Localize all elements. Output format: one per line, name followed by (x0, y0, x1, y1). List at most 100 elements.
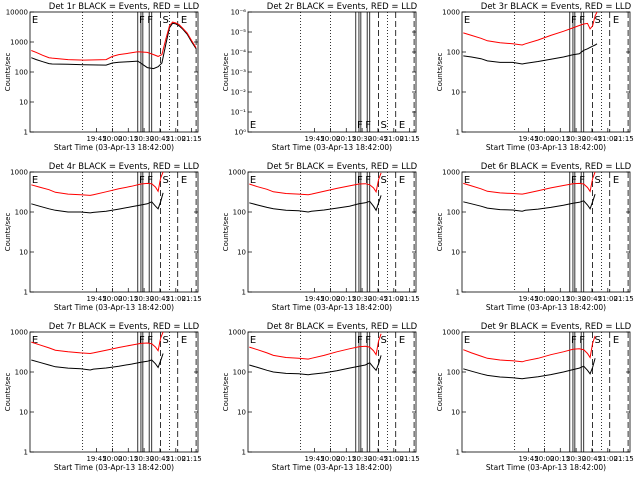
x-tick-label: 21:00 (166, 455, 186, 463)
x-tick-label: 21:00 (384, 135, 404, 143)
x-tick-label: 21:15 (614, 295, 634, 303)
x-tick-label: 20:30 (352, 455, 372, 463)
panel-det-3: Det 3r BLACK = Events, RED = LLD 1 10 100 10… (436, 2, 634, 152)
x-tick-label: 20:15 (550, 295, 570, 303)
y-tick-label: 10 (237, 409, 246, 417)
x-tick-label: 20:30 (134, 295, 154, 303)
y-tick-label: 100 (233, 369, 246, 377)
x-axis-label: Start Time (03-Apr-13 18:42:00) (486, 463, 606, 472)
plot-frame (247, 11, 417, 133)
y-tick-label: 10 (19, 249, 28, 257)
event-marker-F: F (139, 175, 145, 186)
y-axis-label: Counts/sec (222, 373, 230, 412)
y-tick-label: 1000 (442, 169, 460, 177)
x-tick-label: 20:00 (534, 455, 554, 463)
plot-frame (247, 331, 417, 453)
y-tick-label: 100 (233, 209, 246, 217)
event-marker-S: S (162, 15, 168, 26)
x-axis-label: Start Time (03-Apr-13 18:42:00) (54, 463, 174, 472)
series-line-events (31, 192, 164, 214)
x-tick-label: 21:15 (614, 135, 634, 143)
y-tick-label: 100 (15, 369, 28, 377)
event-marker-E: E (181, 15, 187, 26)
y-tick-label: 100 (15, 69, 28, 77)
series-line-events (31, 22, 197, 70)
x-tick-label: 19:45 (518, 135, 538, 143)
x-axis-label: Start Time (03-Apr-13 18:42:00) (272, 303, 392, 312)
panel-title: Det 2r BLACK = Events, RED = LLD (267, 2, 418, 12)
event-marker-F: F (357, 120, 363, 131)
x-tick-label: 21:15 (400, 295, 420, 303)
y-tick-label: 1000 (228, 169, 246, 177)
panel-det-1: Det 1r BLACK = Events, RED = LLD 1 10 100 10… (4, 2, 202, 152)
x-tick-label: 20:45 (582, 295, 602, 303)
panel-det-2: Det 2r BLACK = Events, RED = LLD 10⁰ 10⁻¹ 1… (222, 2, 420, 152)
y-tick-label: 10 (237, 249, 246, 257)
event-marker-S: S (380, 175, 386, 186)
y-tick-label: 100 (447, 369, 460, 377)
panel-title: Det 9r BLACK = Events, RED = LLD (481, 322, 632, 332)
series-line-lld (31, 21, 197, 61)
x-tick-label: 21:00 (384, 455, 404, 463)
event-marker-S: S (594, 175, 600, 186)
event-marker-F: F (571, 335, 577, 346)
series-line-events (249, 355, 382, 376)
panel-det-9: Det 9r BLACK = Events, RED = LLD 1 10 100 10… (436, 322, 634, 472)
event-marker-E: E (250, 335, 256, 346)
panel-det-6: Det 6r BLACK = Events, RED = LLD 1 10 100 10… (436, 162, 634, 312)
y-tick-label: 10 (451, 409, 460, 417)
event-marker-E: E (250, 175, 256, 186)
y-tick-label: 1 (456, 449, 460, 457)
x-tick-label: 20:45 (368, 455, 388, 463)
y-tick-label: 100 (447, 209, 460, 217)
x-tick-label: 20:45 (582, 455, 602, 463)
x-tick-label: 20:00 (320, 295, 340, 303)
series-line-events (463, 193, 596, 212)
event-marker-E: E (181, 335, 187, 346)
x-tick-label: 21:15 (182, 295, 202, 303)
event-marker-S: S (594, 335, 600, 346)
x-axis-label: Start Time (03-Apr-13 18:42:00) (272, 143, 392, 152)
y-axis-label: Counts/sec (436, 53, 444, 92)
x-tick-label: 19:45 (304, 455, 324, 463)
event-marker-S: S (162, 335, 168, 346)
plot-frame (29, 331, 199, 453)
plot-frame (29, 11, 199, 133)
series-line-lld (249, 333, 382, 360)
event-marker-S: S (162, 175, 168, 186)
x-tick-label: 20:00 (534, 135, 554, 143)
event-marker-E: E (250, 120, 256, 131)
y-tick-label: 1 (242, 289, 246, 297)
event-marker-E: E (32, 15, 38, 26)
y-tick-label: 1 (456, 289, 460, 297)
x-tick-label: 20:00 (102, 455, 122, 463)
plot-frame (461, 11, 631, 133)
series-line-lld (249, 172, 382, 196)
y-axis-label: Counts/sec (4, 373, 12, 412)
x-tick-label: 20:15 (118, 455, 138, 463)
y-tick-label: 1000 (10, 39, 28, 47)
x-tick-label: 20:30 (566, 295, 586, 303)
x-tick-label: 20:00 (534, 295, 554, 303)
x-axis-label: Start Time (03-Apr-13 18:42:00) (486, 303, 606, 312)
series-line-events (249, 195, 382, 213)
panel-title: Det 4r BLACK = Events, RED = LLD (49, 162, 200, 172)
event-marker-F: F (365, 175, 371, 186)
y-tick-label: 10⁻⁶ (231, 9, 247, 17)
event-marker-E: E (464, 15, 470, 26)
x-tick-label: 19:45 (518, 455, 538, 463)
x-tick-label: 21:15 (182, 135, 202, 143)
x-tick-label: 20:45 (368, 295, 388, 303)
y-tick-label: 1 (24, 129, 28, 137)
event-marker-F: F (357, 335, 363, 346)
event-marker-F: F (579, 15, 585, 26)
series-line-lld (31, 331, 164, 355)
x-tick-label: 20:00 (102, 135, 122, 143)
y-tick-label: 10⁻¹ (231, 109, 247, 117)
x-axis-label: Start Time (03-Apr-13 18:42:00) (54, 303, 174, 312)
y-tick-label: 10⁰ (234, 129, 246, 137)
x-tick-label: 20:15 (336, 295, 356, 303)
x-tick-label: 20:45 (150, 295, 170, 303)
y-tick-label: 1 (456, 129, 460, 137)
